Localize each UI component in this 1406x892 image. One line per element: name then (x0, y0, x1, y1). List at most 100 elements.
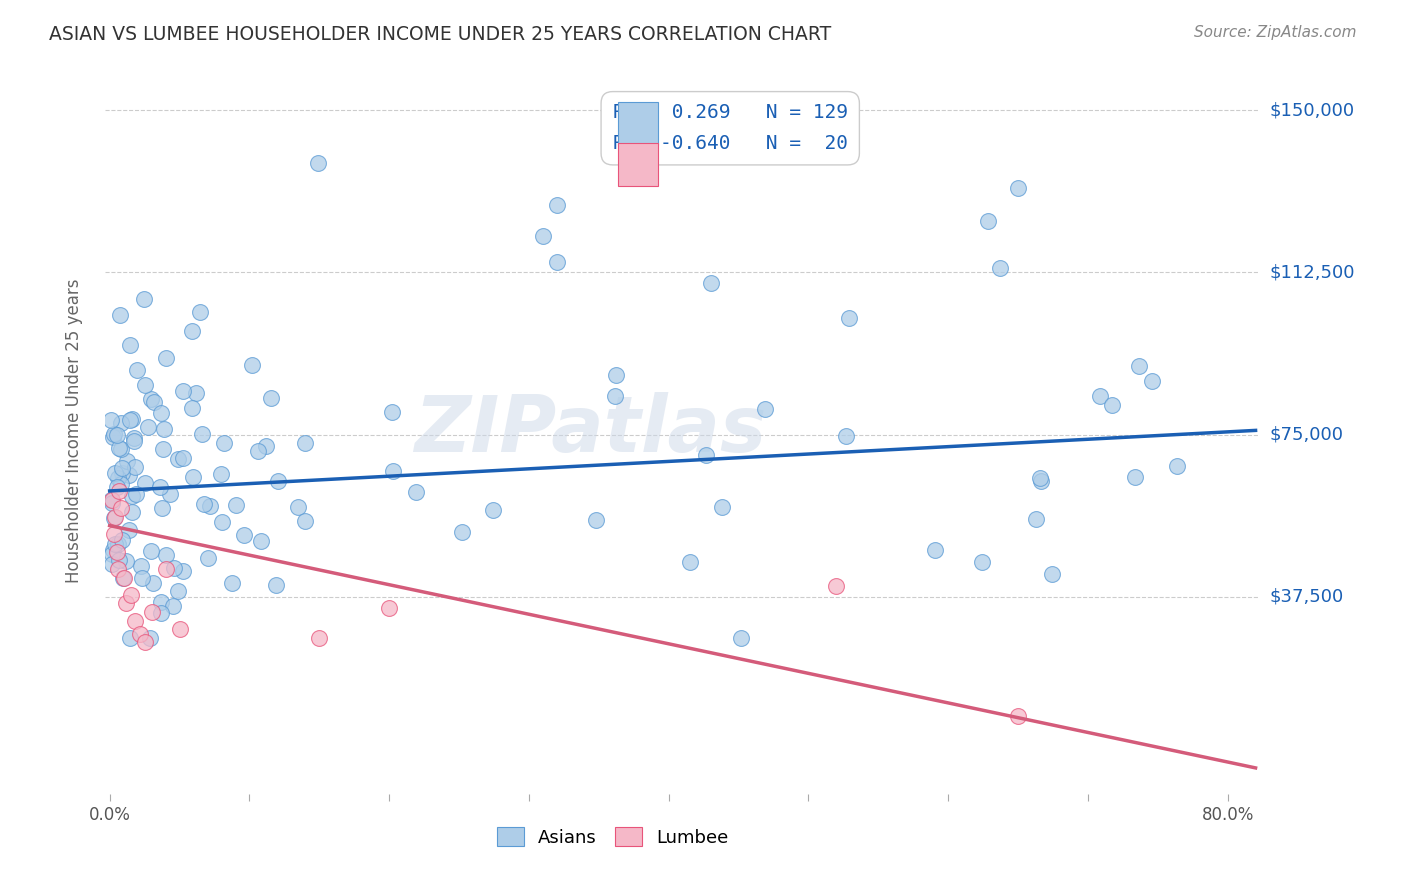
Point (630, 146, 652, 161)
Point (124, 434, 146, 449)
Point (105, 544, 128, 558)
Point (232, 528, 254, 542)
Point (150, 594, 173, 608)
Point (240, 358, 263, 372)
Point (211, 515, 233, 529)
Point (988, 260, 1011, 275)
Text: ASIAN VS LUMBEE HOUSEHOLDER INCOME UNDER 25 YEARS CORRELATION CHART: ASIAN VS LUMBEE HOUSEHOLDER INCOME UNDER… (49, 25, 831, 44)
Point (1029, 474, 1052, 488)
Point (103, 527, 125, 541)
Legend: Asians, Lumbee: Asians, Lumbee (489, 820, 735, 854)
Point (155, 351, 177, 365)
Point (110, 416, 132, 430)
Point (695, 448, 717, 462)
Y-axis label: Householder Income Under 25 years: Householder Income Under 25 years (65, 278, 83, 582)
Point (107, 471, 129, 485)
Point (110, 501, 132, 516)
Point (101, 430, 124, 444)
Text: $37,500: $37,500 (1270, 588, 1344, 606)
Point (977, 214, 1000, 228)
Point (1125, 469, 1147, 483)
Point (105, 427, 128, 442)
Point (181, 324, 204, 338)
Point (193, 497, 215, 511)
Point (152, 442, 174, 456)
Point (382, 464, 405, 478)
Point (1040, 566, 1063, 581)
Point (127, 363, 149, 377)
Point (141, 605, 163, 619)
Point (197, 551, 219, 566)
Point (924, 543, 946, 558)
Point (101, 496, 124, 510)
Point (730, 631, 752, 645)
Point (136, 419, 159, 434)
Point (172, 384, 194, 399)
Point (308, 631, 330, 645)
Point (112, 570, 135, 584)
Point (134, 635, 156, 649)
Point (162, 599, 184, 613)
FancyBboxPatch shape (619, 102, 658, 145)
Point (1088, 389, 1111, 403)
Point (267, 475, 290, 489)
Point (585, 513, 607, 527)
Point (531, 228, 554, 243)
Point (1025, 512, 1047, 526)
Point (605, 368, 627, 383)
Point (260, 391, 283, 405)
Point (139, 631, 162, 645)
Point (450, 525, 472, 540)
Point (149, 480, 172, 494)
Point (307, 156, 329, 170)
Point (107, 537, 129, 551)
Point (104, 466, 127, 480)
Point (754, 402, 776, 417)
Point (118, 467, 141, 482)
Point (132, 292, 155, 306)
Point (1128, 359, 1150, 374)
Point (181, 401, 204, 416)
Point (103, 542, 125, 557)
Point (129, 558, 152, 573)
Point (153, 422, 176, 436)
Point (711, 500, 734, 514)
Point (546, 254, 568, 268)
Point (100, 557, 122, 571)
Point (838, 310, 860, 325)
Point (120, 631, 142, 645)
Point (139, 543, 162, 558)
Point (603, 389, 626, 403)
FancyBboxPatch shape (619, 144, 658, 186)
Point (825, 579, 848, 593)
Point (124, 431, 146, 445)
Point (141, 392, 163, 407)
Point (1101, 398, 1123, 412)
Point (124, 459, 146, 474)
Point (108, 441, 131, 455)
Point (381, 405, 404, 419)
Point (163, 561, 186, 575)
Point (835, 428, 858, 442)
Text: ZIPatlas: ZIPatlas (413, 392, 766, 468)
Point (121, 505, 143, 519)
Point (679, 555, 702, 569)
Text: R =  0.269   N = 129
R = -0.640   N =  20: R = 0.269 N = 129 R = -0.640 N = 20 (613, 103, 848, 153)
Point (159, 487, 181, 501)
Point (111, 571, 134, 585)
Point (184, 386, 207, 401)
Point (188, 304, 211, 318)
Point (111, 460, 134, 475)
Point (1142, 375, 1164, 389)
Point (221, 576, 243, 591)
Point (101, 547, 124, 561)
Point (108, 553, 131, 567)
Point (172, 565, 194, 579)
Point (181, 470, 204, 484)
Point (155, 548, 177, 562)
Point (118, 337, 141, 351)
Point (108, 308, 131, 322)
Point (1007, 709, 1029, 723)
Point (103, 511, 125, 525)
Point (294, 514, 316, 528)
